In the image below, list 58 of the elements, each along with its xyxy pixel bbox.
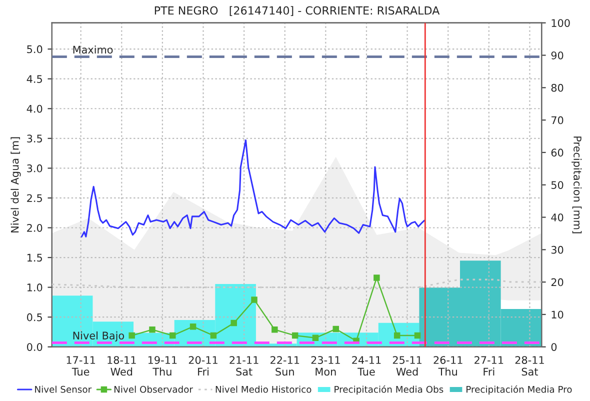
y-tick-label: 4.5 xyxy=(26,75,42,83)
y2-tick-label: 0 xyxy=(551,343,557,351)
point xyxy=(149,326,156,333)
point xyxy=(190,323,196,330)
legend-label: Nivel Observador xyxy=(114,386,193,393)
x-tick-label: 27-11 Fri xyxy=(474,356,504,376)
ref-line-label: Maximo xyxy=(73,46,113,54)
y2-axis-title: Precipitacion [mm] xyxy=(572,136,582,234)
x-tick-label: 24-11 Tue xyxy=(352,356,381,376)
x-tick-label: 18-11 Wed xyxy=(108,356,136,376)
point xyxy=(170,332,176,339)
y2-tick-label: 60 xyxy=(551,148,564,157)
y2-tick-label: 30 xyxy=(551,246,564,254)
x-tick-label: 28-11 Sat xyxy=(515,356,544,376)
y-tick-label: 1.0 xyxy=(27,284,42,292)
y-tick-label: 3.5 xyxy=(27,134,42,143)
y-tick-label: 0.0 xyxy=(27,343,42,351)
point xyxy=(374,274,380,281)
y2-tick-label: 20 xyxy=(551,278,564,286)
y-tick-label: 5.0 xyxy=(27,45,42,54)
x-tick-label: 20-11 Fri xyxy=(188,356,218,376)
y-tick-label: 2.5 xyxy=(27,194,42,202)
x-tick-label: 21-11 Sat xyxy=(230,356,258,376)
x-tick-label: 22-11 Sun xyxy=(270,356,300,376)
point xyxy=(251,296,258,303)
y-tick-label: 4.0 xyxy=(26,104,42,113)
y-tick-label: 3.0 xyxy=(27,164,42,172)
point xyxy=(332,326,340,332)
legend-label: Nivel Medio Historico xyxy=(216,386,312,393)
y-tick-label: 1.5 xyxy=(27,254,42,262)
y-tick-label: 0.5 xyxy=(27,313,42,322)
x-tick-label: 17-11 Tue xyxy=(66,356,95,376)
point xyxy=(414,332,421,339)
y2-tick-label: 80 xyxy=(551,84,564,92)
y2-tick-label: 40 xyxy=(551,213,564,222)
y-axis-title: Nivel del Agua [m] xyxy=(10,137,21,232)
x-tick-label: 26-11 Thu xyxy=(434,356,462,376)
legend-label: Precipitación Media Obs xyxy=(334,385,444,395)
y-tick-label: 2.0 xyxy=(27,224,42,232)
point xyxy=(394,332,400,339)
y2-tick-label: 10 xyxy=(552,310,564,319)
x-tick-label: 19-11 Thu xyxy=(148,356,177,376)
point xyxy=(230,320,237,326)
point xyxy=(128,332,135,339)
legend-label: Nivel Sensor xyxy=(35,386,92,393)
y2-tick-label: 100 xyxy=(552,19,570,27)
chart-title: PTE NEGRO [26147140] - CORRIENTE: RISARALDA xyxy=(154,6,440,16)
y2-tick-label: 70 xyxy=(552,116,564,124)
legend-label: Precipitación Media Pro xyxy=(466,385,572,395)
y2-tick-label: 90 xyxy=(551,51,564,60)
x-tick-label: 25-11 Wed xyxy=(392,356,422,376)
ref-line-label: Nivel Bajo xyxy=(73,331,124,342)
point xyxy=(312,334,319,342)
point xyxy=(292,332,298,339)
point xyxy=(210,332,217,339)
y2-tick-label: 50 xyxy=(551,181,564,189)
point xyxy=(272,326,278,333)
x-tick-label: 23-11 Mon xyxy=(311,356,340,376)
